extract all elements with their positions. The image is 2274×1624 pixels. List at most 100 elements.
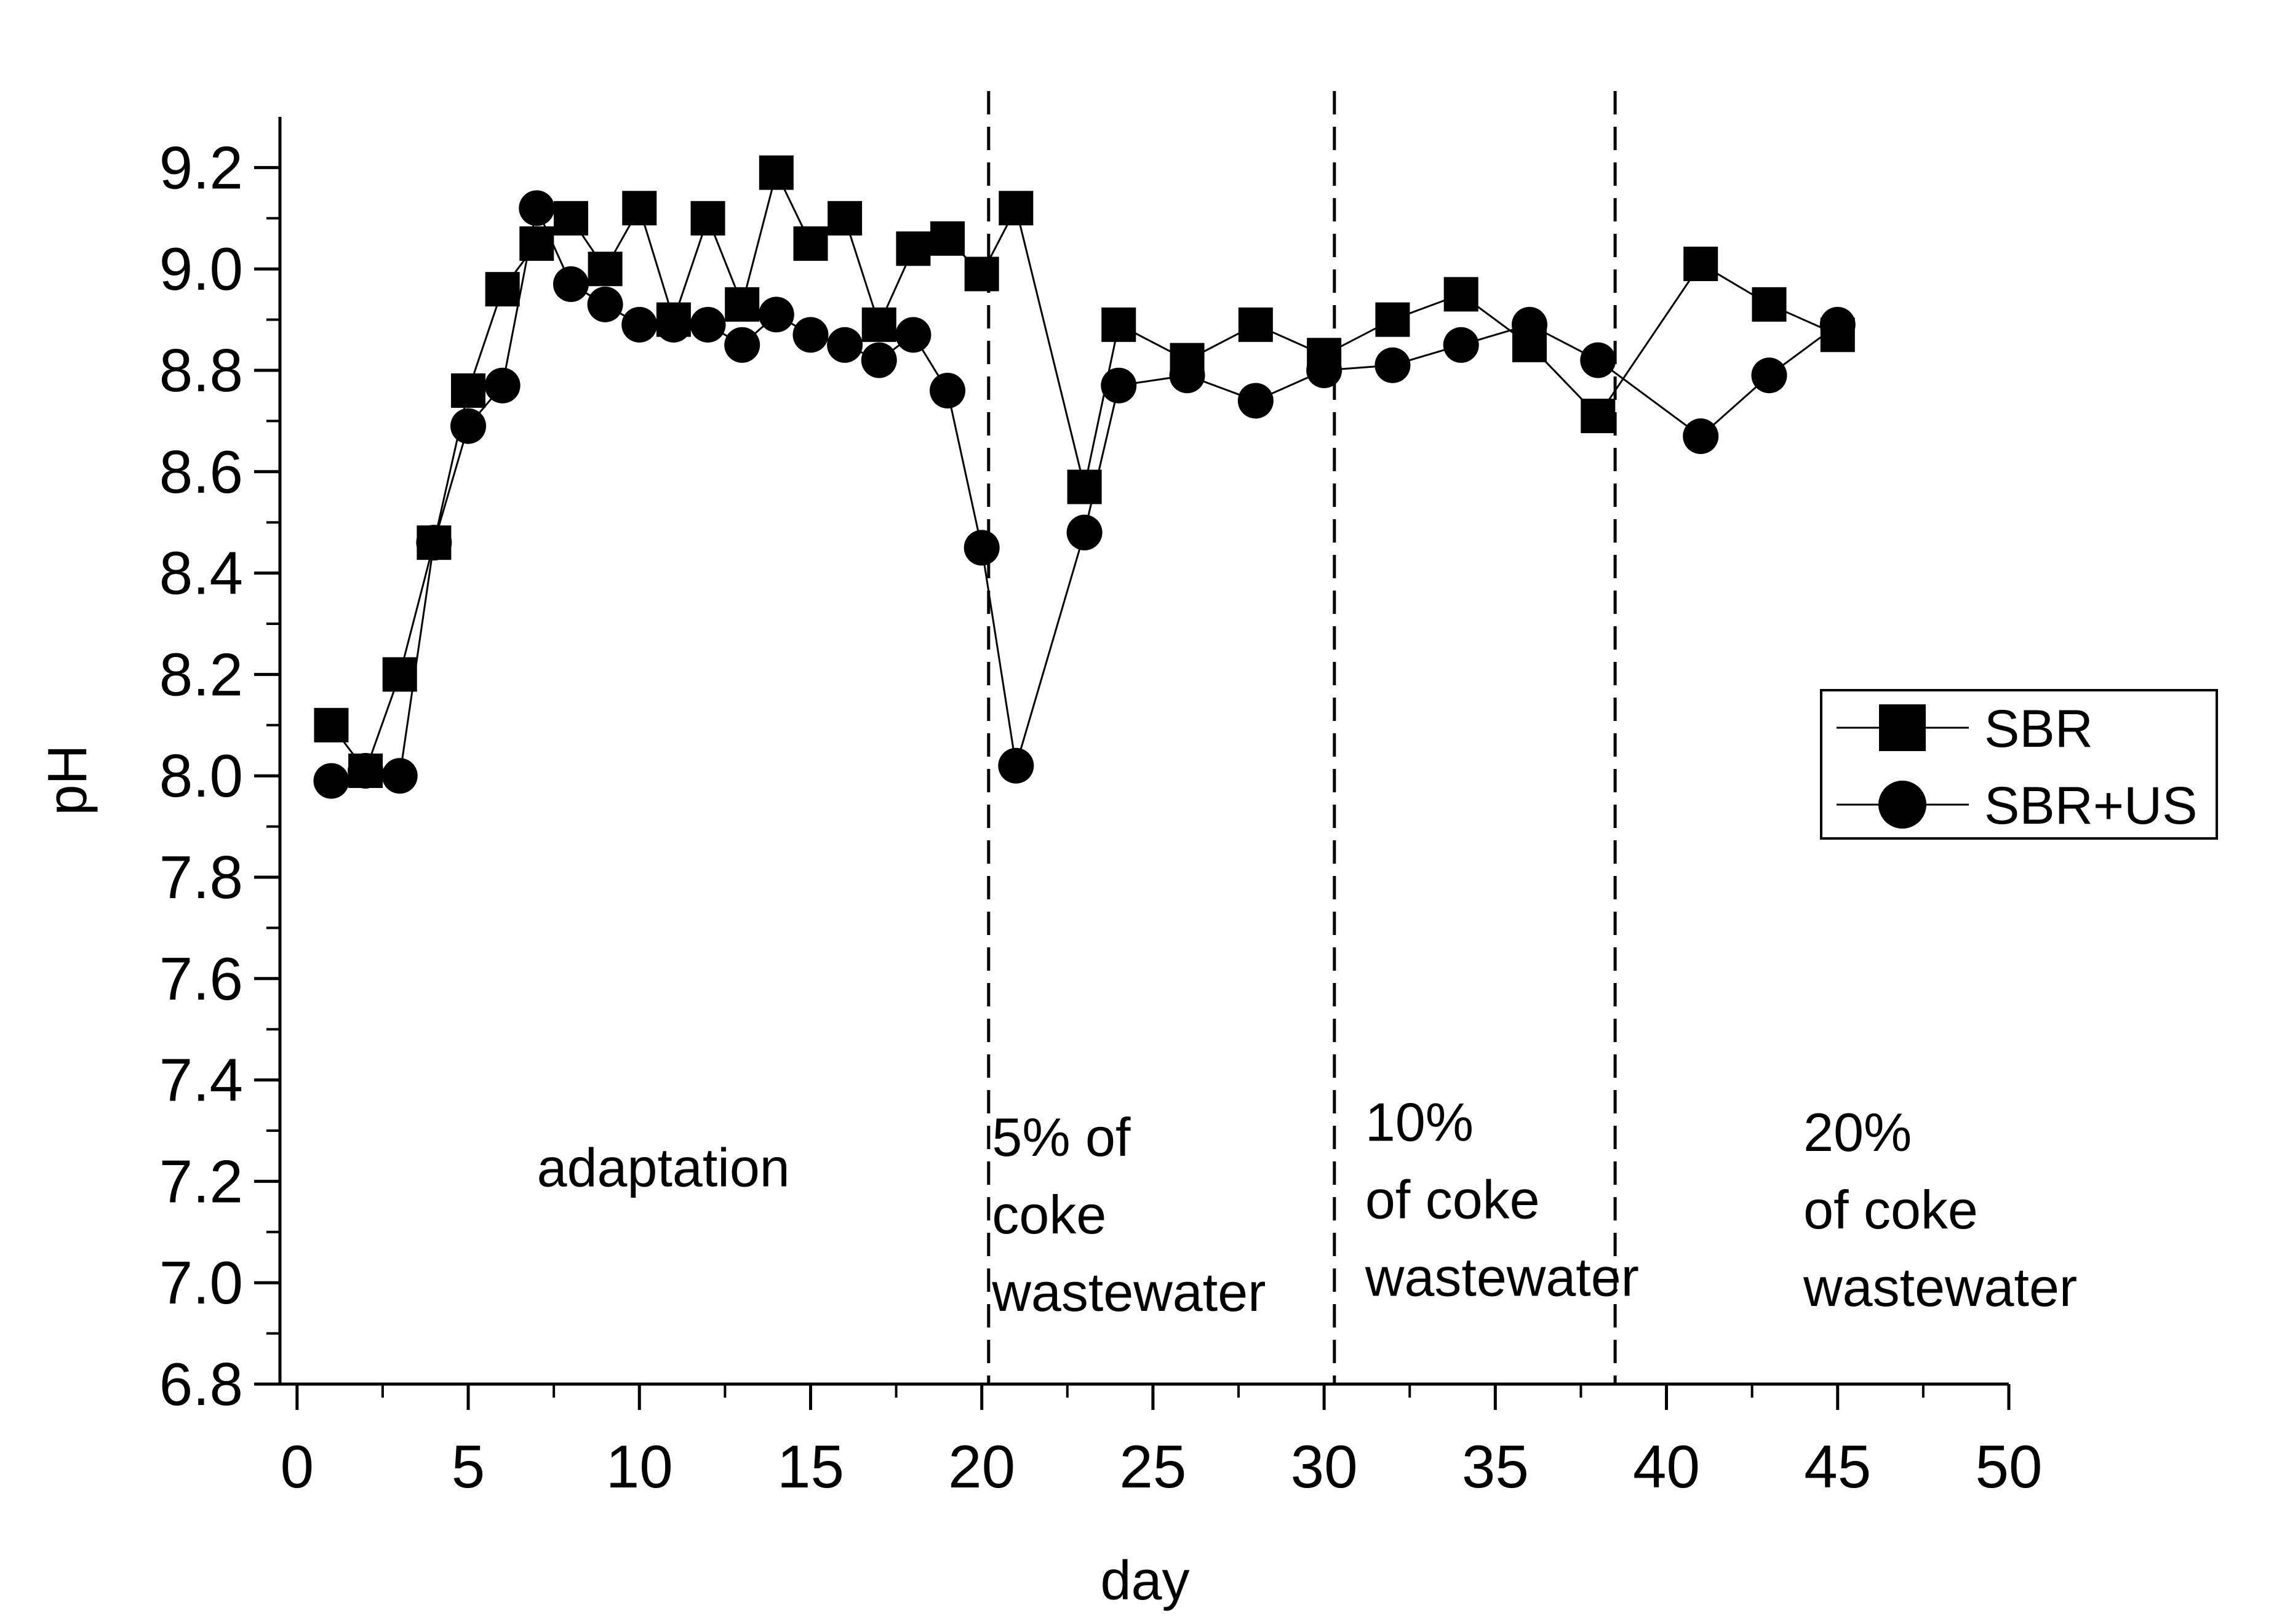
x-tick-label: 10 xyxy=(606,1433,673,1500)
sbr-point xyxy=(759,155,794,190)
sbr-point xyxy=(1101,307,1136,342)
sbr-point xyxy=(725,287,760,322)
x-tick-label: 15 xyxy=(777,1433,844,1500)
sbr-us-point xyxy=(827,327,863,363)
phase-annotation-line: coke xyxy=(992,1184,1106,1245)
y-tick-label: 9.2 xyxy=(159,133,243,201)
sbr-us-point xyxy=(1580,342,1616,378)
sbr-us-point xyxy=(1101,367,1137,404)
sbr-us-point xyxy=(1374,347,1411,383)
legend-sbr-label: SBR xyxy=(1984,699,2093,758)
y-tick-label: 7.8 xyxy=(159,843,243,911)
sbr-us-point xyxy=(1511,306,1547,343)
sbr-point xyxy=(451,373,486,408)
sbr-point xyxy=(622,191,657,226)
y-tick-label: 8.0 xyxy=(159,742,243,810)
y-tick-label: 7.2 xyxy=(159,1147,243,1215)
y-tick-label: 7.6 xyxy=(159,945,243,1013)
legend-sbr-us-label: SBR+US xyxy=(1984,776,2198,835)
sbr-us-point xyxy=(1819,306,1856,343)
sbr-us-point xyxy=(381,758,418,794)
sbr-us-point xyxy=(621,306,658,343)
sbr-us-point xyxy=(450,408,487,444)
phase-annotation-line: 10% xyxy=(1365,1091,1474,1152)
sbr-point xyxy=(1683,246,1718,281)
sbr-us-point xyxy=(587,286,623,322)
sbr-us-point xyxy=(690,306,726,343)
y-tick-label: 6.8 xyxy=(159,1350,243,1418)
y-tick-label: 9.0 xyxy=(159,235,243,303)
x-tick-label: 30 xyxy=(1291,1433,1358,1500)
sbr-us-point xyxy=(519,190,555,226)
phase-annotation-line: of coke xyxy=(1365,1169,1540,1230)
sbr-us-point xyxy=(655,306,692,343)
sbr-us-point xyxy=(930,372,966,408)
sbr-us-point xyxy=(1751,357,1787,394)
phase-annotation: adaptation xyxy=(537,1137,790,1198)
sbr-us-point xyxy=(313,763,349,799)
sbr-point xyxy=(553,201,588,236)
sbr-point xyxy=(964,257,999,292)
sbr-point xyxy=(588,252,623,287)
sbr-point xyxy=(828,201,863,236)
sbr-point xyxy=(1067,469,1102,504)
phase-annotation: 10% of coke wastewater xyxy=(1365,1091,1639,1307)
sbr-us-point xyxy=(963,530,1000,566)
phase-annotation-line: 5% of xyxy=(992,1107,1131,1168)
phase-annotation-line: of coke xyxy=(1803,1179,1978,1240)
sbr-us-point xyxy=(998,747,1034,784)
phase-annotation: 20% of coke wastewater xyxy=(1803,1102,2077,1318)
data-series xyxy=(313,155,1856,799)
sbr-us-point xyxy=(1169,357,1205,394)
y-tick-label: 7.4 xyxy=(159,1046,243,1114)
sbr-us-point xyxy=(553,266,589,302)
sbr-point xyxy=(690,201,725,236)
sbr-point xyxy=(793,226,828,261)
phase-annotation-line: 20% xyxy=(1803,1102,1912,1163)
sbr-point xyxy=(1443,277,1478,312)
x-tick-label: 45 xyxy=(1804,1433,1871,1500)
sbr-us-point xyxy=(416,525,452,561)
phase-annotation: 5% of coke wastewater xyxy=(991,1107,1266,1323)
sbr-point xyxy=(314,707,349,742)
axes: 0 5 10 15 20 25 30 35 40 45 50 6.8 7.0 7.2 7.4 7.6 7.8 8.… xyxy=(159,117,2043,1500)
phase-annotation-line: wastewater xyxy=(1365,1246,1639,1307)
sbr-point xyxy=(1581,399,1616,434)
sbr-us-point xyxy=(758,297,794,333)
phase-annotation-line: wastewater xyxy=(991,1262,1266,1323)
x-tick-label: 35 xyxy=(1462,1433,1529,1500)
sbr-us-point xyxy=(484,367,521,404)
sbr-us-point xyxy=(348,752,384,789)
sbr-point xyxy=(1752,287,1787,322)
sbr-point xyxy=(485,272,520,307)
sbr-point xyxy=(930,221,965,256)
sbr-point xyxy=(1375,302,1410,337)
sbr-us-point xyxy=(1683,418,1719,455)
sbr-us-point xyxy=(724,327,760,363)
legend-sbr-us-marker xyxy=(1878,781,1926,829)
phase-annotation-line: adaptation xyxy=(537,1137,790,1198)
y-tick-label: 7.0 xyxy=(159,1249,243,1316)
phase-divider-lines xyxy=(987,91,1617,1384)
y-tick-label: 8.6 xyxy=(159,438,243,506)
sbr-us-point xyxy=(861,342,897,378)
x-tick-label: 40 xyxy=(1633,1433,1700,1500)
phase-annotations: adaptation 5% of coke wastewater 10% of coke w… xyxy=(537,1091,2078,1323)
legend-sbr-marker xyxy=(1879,704,1926,751)
sbr-us-point xyxy=(1237,383,1274,419)
sbr-us-point xyxy=(1066,514,1103,551)
legend: SBR SBR+US xyxy=(1820,689,2218,840)
phase-annotation-line: wastewater xyxy=(1803,1257,2077,1318)
y-tick-label: 8.4 xyxy=(159,539,243,607)
sbr-point xyxy=(999,191,1034,226)
x-tick-label: 25 xyxy=(1119,1433,1186,1500)
y-axis-title: pH xyxy=(37,744,98,815)
sbr-point xyxy=(382,657,417,692)
x-tick-label: 50 xyxy=(1975,1433,2042,1500)
x-axis-title: day xyxy=(1100,1550,1189,1612)
sbr-us-point xyxy=(1306,352,1342,388)
sbr-point xyxy=(1238,307,1273,342)
x-tick-label: 0 xyxy=(281,1433,314,1500)
y-tick-label: 8.2 xyxy=(159,640,243,708)
